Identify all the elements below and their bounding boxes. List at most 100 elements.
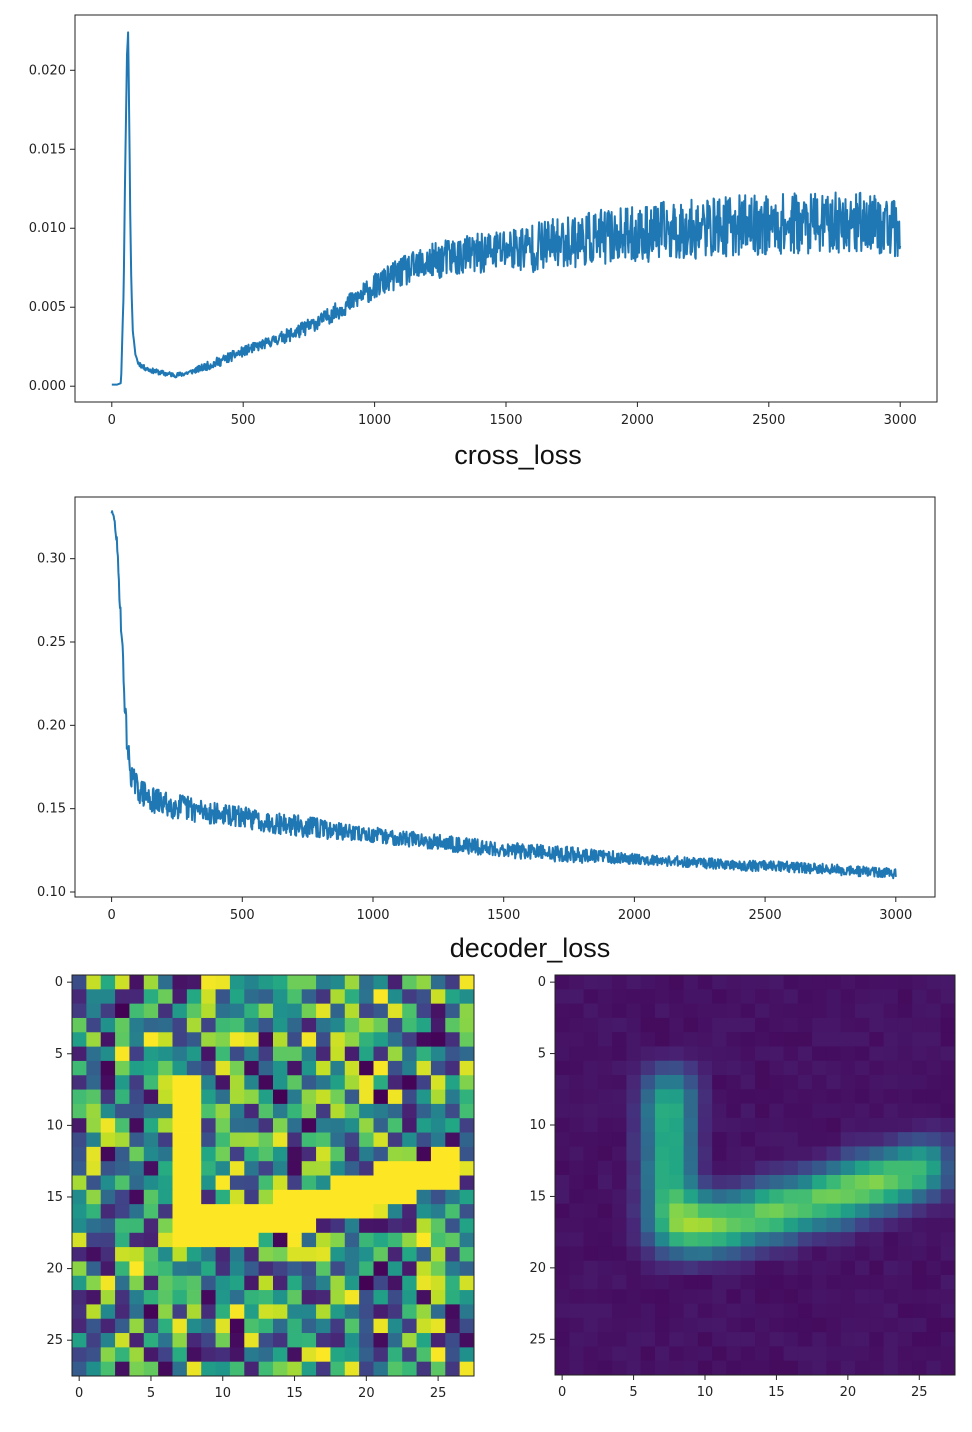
heatmap-cell <box>86 1089 102 1105</box>
heatmap-cell <box>301 1146 317 1162</box>
heatmap-cell <box>201 1189 216 1205</box>
heatmap-cell <box>755 1332 770 1347</box>
heatmap-cell <box>445 1103 461 1119</box>
heatmap-cell <box>826 1017 842 1033</box>
heatmap-cell <box>926 1032 942 1047</box>
heatmap-cell <box>344 1261 360 1277</box>
heatmap-cell <box>755 1360 770 1376</box>
heatmap-cell <box>172 1175 188 1191</box>
heatmap-cell <box>669 1332 684 1347</box>
heatmap-cell <box>926 1160 942 1176</box>
heatmap-cell <box>855 989 870 1004</box>
heatmap-cell <box>86 1204 102 1219</box>
heatmap-cell <box>244 1189 260 1205</box>
heatmap-cell <box>229 1089 245 1105</box>
heatmap-cell <box>387 1261 403 1277</box>
heatmap-cell <box>755 975 770 990</box>
heatmap-cell <box>597 1260 613 1276</box>
heatmap-cell <box>612 1346 627 1362</box>
heatmap-cell <box>612 1089 627 1104</box>
heatmap-cell <box>373 1333 389 1348</box>
heatmap-cell <box>712 1175 727 1190</box>
heatmap-cell <box>612 1232 627 1247</box>
heatmap-cell <box>430 1247 446 1262</box>
heatmap-cell <box>100 1060 116 1076</box>
heatmap-cell <box>229 1161 245 1176</box>
heatmap-cell <box>569 975 584 990</box>
heatmap-cell <box>430 1032 446 1048</box>
decoder-loss-y-ticks: 0.100.150.200.250.30 <box>37 552 75 900</box>
heatmap-cell <box>402 1017 417 1033</box>
heatmap-cell <box>445 1175 461 1191</box>
heatmap-cell <box>330 1046 346 1062</box>
heatmap-cell <box>769 1260 784 1276</box>
heatmap-cell <box>555 1160 570 1176</box>
heatmap-cell <box>416 1089 432 1105</box>
heatmap-cell <box>186 1304 202 1320</box>
heatmap-cell <box>316 1075 331 1090</box>
heatmap-cell <box>569 1017 584 1033</box>
heatmap-cell <box>301 1132 317 1148</box>
heatmap-cell <box>769 1332 784 1347</box>
heatmap-cell <box>597 1046 613 1062</box>
heatmap-cell <box>115 1003 130 1019</box>
heatmap-cell <box>330 1118 346 1133</box>
heatmap-cell <box>569 1346 584 1362</box>
heatmap-cell <box>373 1261 389 1277</box>
cross-loss-axes-frame <box>74 14 938 403</box>
cross-loss-series-line <box>111 31 902 386</box>
heatmap-cell <box>769 1060 784 1076</box>
heatmap-cell <box>655 1032 670 1047</box>
heatmap-cell <box>359 1333 374 1348</box>
heatmap-cell <box>430 1189 446 1205</box>
heatmap-cell <box>797 989 813 1004</box>
heatmap-cell <box>712 1103 727 1119</box>
heatmap-cell <box>258 1175 274 1191</box>
x-tick-label: 2000 <box>618 908 651 923</box>
heatmap-cell <box>555 1275 570 1290</box>
y-tick-label: 0.000 <box>29 379 66 394</box>
heatmap-cell <box>445 1146 461 1162</box>
heatmap-cell <box>229 1247 245 1262</box>
heatmap-cell <box>869 1146 884 1162</box>
heatmap-cell <box>229 975 245 990</box>
heatmap-cell <box>626 1217 642 1233</box>
heatmap-cell <box>583 1117 599 1133</box>
heatmap-cell <box>445 1290 461 1305</box>
heatmap-cell <box>783 975 799 990</box>
heatmap-cell <box>797 1075 813 1090</box>
heatmap-cell <box>201 1060 216 1076</box>
heatmap-cell <box>201 1003 216 1019</box>
heatmap-cell <box>826 1360 842 1376</box>
heatmap-cell <box>430 1361 446 1377</box>
heatmap-cell <box>626 1189 642 1204</box>
heatmap-cell <box>883 1060 899 1076</box>
heatmap-cell <box>316 1275 331 1291</box>
heatmap-cell <box>287 1046 303 1062</box>
heatmap-cell <box>697 1146 713 1162</box>
heatmap-cell <box>926 1003 942 1019</box>
heatmap-cell <box>387 1017 403 1033</box>
heatmap-cell <box>287 1318 303 1334</box>
heatmap-cell <box>812 1017 827 1033</box>
heatmap-cell <box>640 1346 656 1362</box>
heatmap-cell <box>445 1017 461 1033</box>
heatmap-cell <box>897 1232 913 1247</box>
heatmap-cell <box>273 1247 288 1262</box>
heatmap-cell <box>612 1203 627 1219</box>
heatmap-cell <box>712 1060 727 1076</box>
heatmap-cell <box>626 1160 642 1176</box>
heatmap-cell <box>273 1361 288 1377</box>
heatmap-cell <box>258 1161 274 1176</box>
heatmap-cell <box>769 1160 784 1176</box>
heatmap-cell <box>783 1289 799 1304</box>
heatmap-cell <box>640 1103 656 1119</box>
heatmap-cell <box>330 1204 346 1219</box>
heatmap-cell <box>201 1075 216 1090</box>
heatmap-cell <box>669 975 684 990</box>
heatmap-cell <box>100 1103 116 1119</box>
heatmap-cell <box>387 1146 403 1162</box>
heatmap-cell <box>855 975 870 990</box>
heatmap-cell <box>826 1175 842 1190</box>
heatmap-cell <box>697 1189 713 1204</box>
